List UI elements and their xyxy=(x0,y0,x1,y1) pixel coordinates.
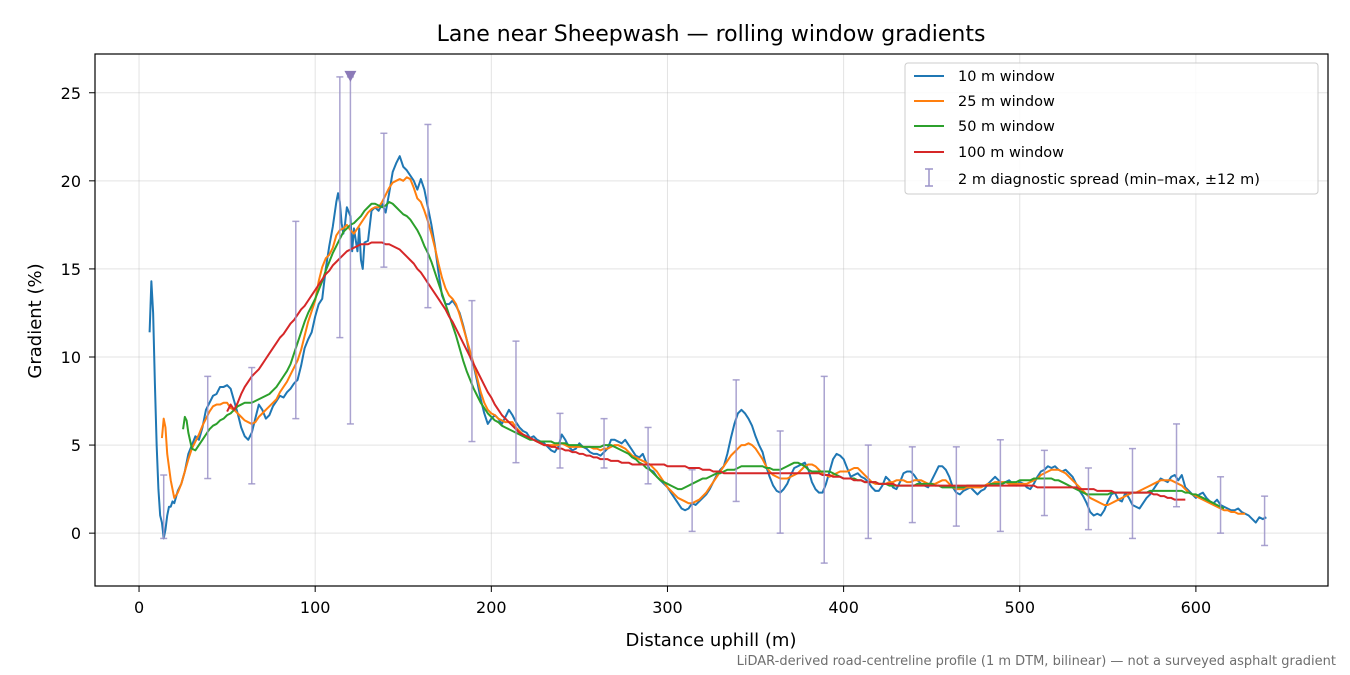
errorbar xyxy=(292,220,300,420)
overflow-marker-icon xyxy=(344,70,357,82)
errorbar xyxy=(468,299,476,443)
errorbar xyxy=(952,446,960,527)
x-tick-label: 300 xyxy=(652,598,683,617)
x-tick-label: 500 xyxy=(1004,598,1035,617)
legend-label-100m: 100 m window xyxy=(958,145,1064,161)
series-line-2 xyxy=(160,176,1246,515)
chart-title: Lane near Sheepwash — rolling window gra… xyxy=(437,22,986,47)
y-tick-label: 10 xyxy=(61,348,81,367)
legend-box xyxy=(904,62,1319,195)
errorbar xyxy=(996,439,1004,533)
errorbar xyxy=(1217,476,1225,534)
y-tick-label: 25 xyxy=(61,84,81,103)
errorbar xyxy=(644,426,652,485)
errorbar xyxy=(1040,449,1048,517)
legend-label-25m: 25 m window xyxy=(958,94,1055,110)
x-tick-label: 100 xyxy=(300,598,331,617)
errorbar xyxy=(776,430,784,534)
legend-swatch-errorbar xyxy=(925,168,933,187)
x-tick-label: 0 xyxy=(134,598,144,617)
y-tick-label: 5 xyxy=(71,436,81,455)
plot-frame xyxy=(94,53,1329,587)
y-tick-label: 15 xyxy=(61,260,81,279)
errorbar xyxy=(160,474,168,540)
errorbar xyxy=(556,412,564,469)
errorbar xyxy=(732,379,740,503)
x-axis-title: Distance uphill (m) xyxy=(626,630,797,651)
series-line-4 xyxy=(226,241,1186,501)
legend-label-errorbar: 2 m diagnostic spread (min–max, ±12 m) xyxy=(958,172,1260,188)
x-tick-label: 400 xyxy=(828,598,859,617)
legend-label-50m: 50 m window xyxy=(958,119,1055,135)
x-tick-label: 200 xyxy=(476,598,507,617)
errorbar xyxy=(820,375,828,564)
x-tick-label: 600 xyxy=(1181,598,1212,617)
errorbar xyxy=(600,417,608,469)
series-line-3 xyxy=(182,200,1225,510)
errorbar xyxy=(380,132,388,268)
legend: 10 m window 25 m window 50 m window 100 … xyxy=(904,62,1319,195)
errorbar xyxy=(864,444,872,540)
y-tick-label: 0 xyxy=(71,524,81,543)
errorbar xyxy=(1084,467,1092,531)
errorbar xyxy=(512,340,520,464)
errorbar xyxy=(424,123,432,309)
errorbar xyxy=(688,468,696,533)
errorbar xyxy=(336,76,344,339)
errorbar xyxy=(1173,423,1181,508)
footnote: LiDAR-derived road-centreline profile (1… xyxy=(737,654,1336,669)
series-line-1 xyxy=(148,155,1267,540)
errorbar xyxy=(908,446,916,524)
axes: 0 100 200 300 400 500 600 0 5 10 15 20 25 xyxy=(61,53,1329,617)
y-tick-label: 20 xyxy=(61,172,81,191)
plot-area xyxy=(148,70,1269,564)
errorbar xyxy=(248,366,256,485)
y-axis-title: Gradient (%) xyxy=(25,263,46,378)
errorbar xyxy=(1261,495,1269,547)
errorbar xyxy=(204,375,212,480)
errorbar xyxy=(1128,447,1136,540)
legend-label-10m: 10 m window xyxy=(958,69,1055,85)
